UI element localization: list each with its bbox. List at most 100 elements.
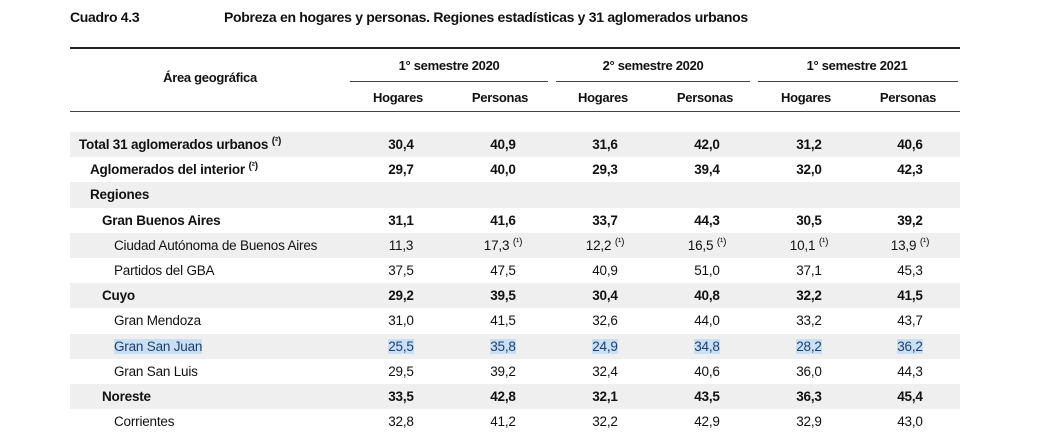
value-cell: 44,3 xyxy=(860,359,960,384)
value-cell: 24,9 xyxy=(554,333,656,359)
value-cell: 32,8 xyxy=(350,409,452,434)
table-row: Regiones xyxy=(70,182,960,208)
sub-header-hogares-3: Hogares xyxy=(781,90,831,105)
table-row: Gran Mendoza 31,0 41,5 32,6 44,0 33,2 43,7 xyxy=(70,308,960,333)
value-cell: 51,0 xyxy=(656,258,758,283)
value-text: 39,2 xyxy=(897,212,923,228)
value-cell: 29,7 xyxy=(350,157,452,182)
value-text: 10,1 xyxy=(789,237,816,253)
row-label: Gran San Luis xyxy=(70,359,350,384)
value-cell: 43,5 xyxy=(656,383,758,410)
value-text: 30,4 xyxy=(388,137,414,153)
value-cell: 28,2 xyxy=(758,333,860,359)
value-text: 31,0 xyxy=(388,313,414,329)
value-cell: 32,1 xyxy=(554,383,656,410)
row-label-text: Gran Mendoza xyxy=(114,313,201,329)
row-label-text: Gran San Luis xyxy=(114,363,198,379)
value-cell: 39,5 xyxy=(452,283,554,309)
value-text: 16,5 xyxy=(687,237,714,253)
value-text: 43,0 xyxy=(897,414,923,430)
value-cell: 42,0 xyxy=(656,132,758,158)
row-label: Total 31 aglomerados urbanos (²) xyxy=(70,132,350,158)
value-cell: 32,2 xyxy=(758,283,860,309)
table-row: Partidos del GBA 37,5 47,5 40,9 51,0 37,1 45,3 xyxy=(70,258,960,283)
value-cell: 36,0 xyxy=(758,359,860,384)
value-cell: 37,1 xyxy=(758,258,860,283)
table-row: Cuyo 29,2 39,5 30,4 40,8 32,2 41,5 xyxy=(70,283,960,309)
table-row: Gran San Juan 25,5 35,8 24,9 34,8 28,2 36,2 xyxy=(70,333,960,359)
value-text: 31,2 xyxy=(796,137,822,153)
value-text: 32,1 xyxy=(592,388,618,404)
value-cell: 10,1 (¹) xyxy=(758,232,860,258)
row-label-text: Cuyo xyxy=(102,288,135,304)
table-body: Total 31 aglomerados urbanos (²) 30,4 40,9… xyxy=(70,132,960,434)
value-text: 33,5 xyxy=(388,388,414,404)
value-text: 17,3 xyxy=(483,237,510,253)
value-text: 42,0 xyxy=(694,137,720,153)
row-label-text: Gran San Juan xyxy=(114,338,203,354)
value-cell: 33,2 xyxy=(758,308,860,333)
semester-header-3: 1° semestre 2021 xyxy=(806,58,908,73)
semester-underline-1 xyxy=(350,81,548,82)
table-row: Gran San Luis 29,5 39,2 32,4 40,6 36,0 44,3 xyxy=(70,359,960,384)
value-cell: 29,5 xyxy=(350,359,452,384)
value-cell: 29,3 xyxy=(554,157,656,182)
row-label: Cuyo xyxy=(70,283,350,309)
value-text: 39,4 xyxy=(694,162,720,178)
semester-underline-2 xyxy=(556,81,750,82)
value-text: 41,5 xyxy=(897,288,923,304)
row-label-text: Gran Buenos Aires xyxy=(102,212,221,228)
value-cell: 31,1 xyxy=(350,208,452,233)
table-row: Noreste 33,5 42,8 32,1 43,5 36,3 45,4 xyxy=(70,383,960,410)
value-text: 44,3 xyxy=(897,363,923,379)
value-cell: 42,8 xyxy=(452,383,554,410)
value-cell: 36,3 xyxy=(758,383,860,410)
value-cell: 41,5 xyxy=(452,308,554,333)
table-row: Total 31 aglomerados urbanos (²) 30,4 40,9… xyxy=(70,132,960,158)
value-text: 37,1 xyxy=(796,263,822,279)
row-label-text: Aglomerados del interior xyxy=(90,162,245,178)
value-text: 41,6 xyxy=(490,212,516,228)
sub-header-hogares-1: Hogares xyxy=(373,90,423,105)
value-cell: 42,3 xyxy=(860,157,960,182)
value-cell: 34,8 xyxy=(656,333,758,359)
value-text: 43,5 xyxy=(694,388,720,404)
value-text: 13,9 xyxy=(890,237,917,253)
row-label-text: Ciudad Autónoma de Buenos Aires xyxy=(114,237,318,253)
value-cell: 32,0 xyxy=(758,157,860,182)
value-text: 33,2 xyxy=(796,313,822,329)
value-text: 29,2 xyxy=(388,288,414,304)
footnote-ref: (¹) xyxy=(716,236,727,248)
value-text: 40,6 xyxy=(694,363,720,379)
value-text: 24,9 xyxy=(592,338,618,354)
value-text: 32,2 xyxy=(796,288,822,304)
value-cell: 36,2 xyxy=(860,333,960,359)
row-label-text: Regiones xyxy=(90,187,150,203)
row-label: Aglomerados del interior (²) xyxy=(70,157,350,182)
value-text: 25,5 xyxy=(388,338,414,354)
value-cell: 37,5 xyxy=(350,258,452,283)
value-cell xyxy=(656,182,758,208)
row-label: Ciudad Autónoma de Buenos Aires xyxy=(70,232,350,258)
value-text: 36,0 xyxy=(796,363,822,379)
value-cell: 41,2 xyxy=(452,409,554,434)
value-cell: 31,6 xyxy=(554,132,656,158)
value-cell: 44,0 xyxy=(656,308,758,333)
row-label: Regiones xyxy=(70,182,350,208)
value-cell: 32,2 xyxy=(554,409,656,434)
value-cell: 40,8 xyxy=(656,283,758,309)
value-cell: 11,3 xyxy=(350,232,452,258)
value-cell: 40,6 xyxy=(860,132,960,158)
value-cell: 30,5 xyxy=(758,208,860,233)
value-cell: 45,4 xyxy=(860,383,960,410)
row-label-text: Corrientes xyxy=(114,414,175,430)
value-cell: 40,9 xyxy=(554,258,656,283)
value-cell: 31,2 xyxy=(758,132,860,158)
value-cell: 33,5 xyxy=(350,383,452,410)
footnote-ref: (¹) xyxy=(512,236,523,248)
table-row: Gran Buenos Aires 31,1 41,6 33,7 44,3 30,5 39,… xyxy=(70,208,960,233)
value-cell: 44,3 xyxy=(656,208,758,233)
table-title: Pobreza en hogares y personas. Regiones … xyxy=(224,9,748,25)
sub-header-personas-2: Personas xyxy=(676,90,734,105)
value-text: 39,2 xyxy=(490,363,516,379)
